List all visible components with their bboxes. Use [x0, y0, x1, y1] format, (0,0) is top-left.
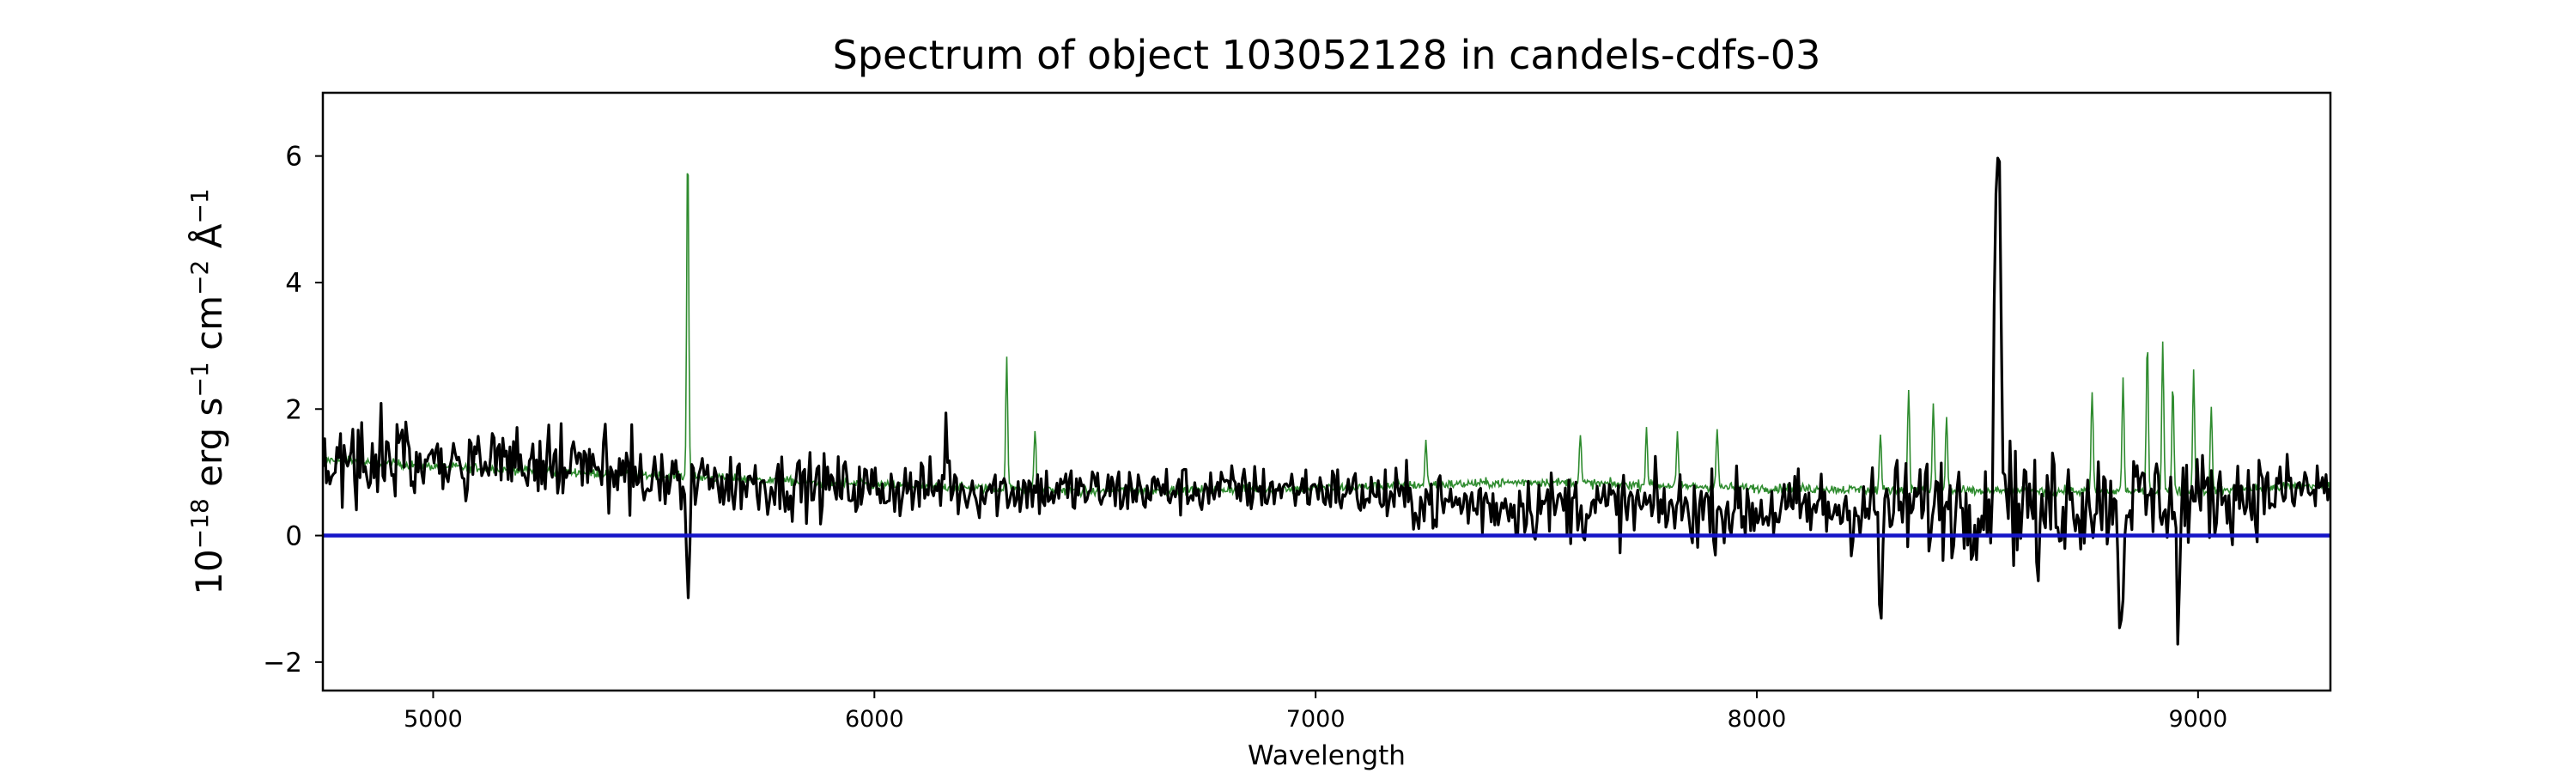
x-tick-label: 6000 — [845, 706, 904, 733]
y-axis-label: 10−18 erg s−1 cm−2 Å−1 — [185, 188, 230, 594]
flux-spectrum-line — [323, 156, 2330, 646]
y-axis: −2 0 2 4 6 — [263, 142, 323, 679]
x-tick-label: 7000 — [1286, 706, 1346, 733]
x-tick-label: 8000 — [1728, 706, 1787, 733]
y-tick-label: −2 — [263, 648, 302, 679]
x-axis-label: Wavelength — [1248, 740, 1406, 771]
y-tick-label: 4 — [285, 268, 302, 299]
y-tick-label: 6 — [285, 142, 302, 173]
plot-frame — [321, 91, 2332, 692]
x-axis: 5000 6000 7000 8000 9000 — [404, 691, 2227, 733]
x-tick-label: 5000 — [404, 706, 463, 733]
x-tick-label: 9000 — [2168, 706, 2227, 733]
y-tick-label: 0 — [285, 521, 302, 552]
y-tick-label: 2 — [285, 394, 302, 425]
plot-area — [323, 156, 2330, 646]
chart-title: Spectrum of object 103052128 in candels-… — [833, 32, 1821, 78]
